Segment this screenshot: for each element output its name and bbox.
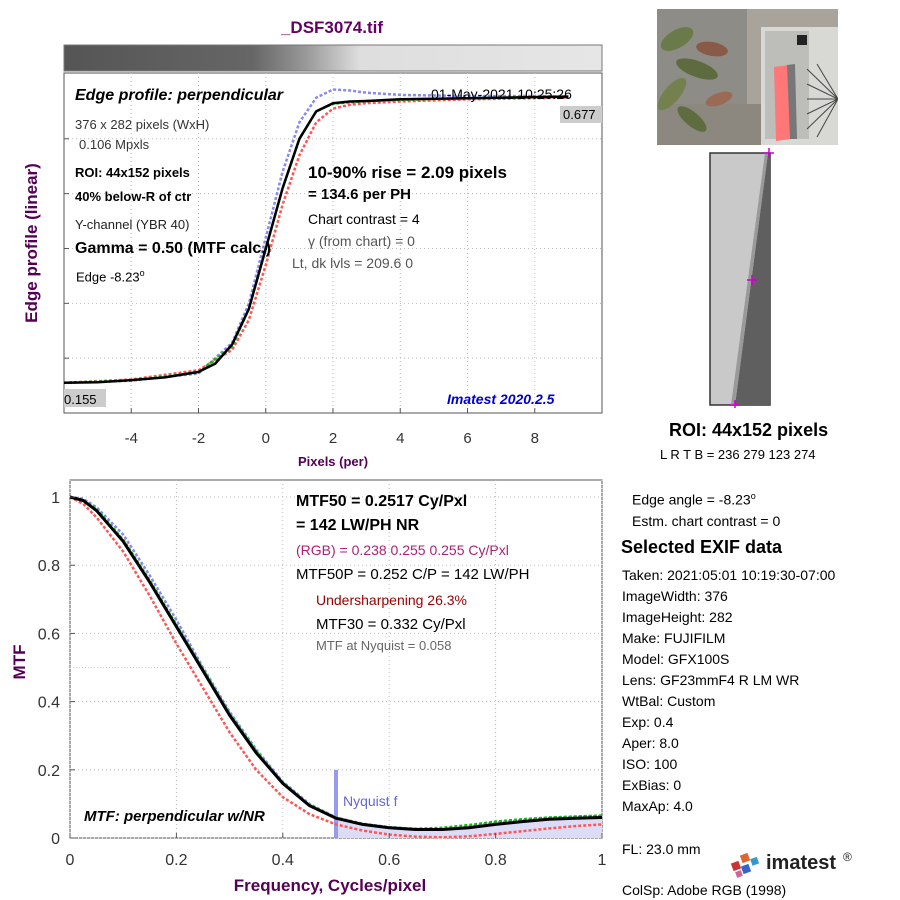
roi-image xyxy=(709,148,774,408)
edge-tick-label: 2 xyxy=(329,430,337,447)
mtf-ylabel: MTF xyxy=(10,644,29,680)
roi-label: ROI: 44x152 pixels xyxy=(669,420,829,440)
edge-mpxls: 0.106 Mpxls xyxy=(79,137,150,152)
undersharpening-text: Undersharpening 26.3% xyxy=(316,592,467,608)
exif-item: WtBal: Custom xyxy=(622,693,716,709)
mtf-ytick-label: 0.2 xyxy=(38,763,60,780)
mtf-xtick-label: 0.4 xyxy=(272,852,294,869)
edge-date: 01-May-2021 10:25:26 xyxy=(431,86,572,102)
mtf-xtick-label: 0 xyxy=(66,852,75,869)
edge-tick-label: -4 xyxy=(125,430,138,447)
edge-tick-label: 8 xyxy=(531,430,539,447)
edge-tick-label: 0 xyxy=(262,430,270,447)
exif-item: ImageWidth: 376 xyxy=(622,588,728,604)
mtf-ytick-label: 0 xyxy=(51,831,60,848)
mtf-xtick-label: 0.6 xyxy=(378,852,400,869)
edge-gamma: Gamma = 0.50 (MTF calc.) xyxy=(75,240,272,257)
exif-item: MaxAp: 4.0 xyxy=(622,798,693,814)
mtf-xtick-label: 1 xyxy=(598,852,607,869)
exif-fl: FL: 23.0 mm xyxy=(622,841,701,857)
mtf-xlabel: Frequency, Cycles/pixel xyxy=(233,876,427,895)
edge-roi: ROI: 44x152 pixels xyxy=(75,165,190,180)
nyquist-mtf-text: MTF at Nyquist = 0.058 xyxy=(316,638,452,653)
imatest-logo-text: imatest xyxy=(766,852,837,874)
mtf-panel-label: MTF: perpendicular w/NR xyxy=(84,808,265,825)
roi-coords: L R T B = 236 279 123 274 xyxy=(660,447,816,462)
edge-angle-label: Edge -8.23o xyxy=(76,268,145,284)
exif-item: Taken: 2021:05:01 10:19:30-07:00 xyxy=(622,567,836,583)
image-thumbnail xyxy=(657,9,838,145)
nyquist-label: Nyquist f xyxy=(343,793,398,809)
exif-item: Lens: GF23mmF4 R LM WR xyxy=(622,672,800,688)
chart-contrast-text: Chart contrast = 4 xyxy=(308,211,420,227)
exif-item: Model: GFX100S xyxy=(622,651,730,667)
exif-colorspace: ColSp: Adobe RGB (1998) xyxy=(622,882,787,898)
nyquist-fill-region xyxy=(336,817,602,838)
left-level-value: 0.155 xyxy=(64,392,97,407)
exif-item: ExBias: 0 xyxy=(622,777,682,793)
star-target xyxy=(806,63,838,138)
mtf50-text: MTF50 = 0.2517 Cy/Pxl xyxy=(296,493,468,510)
lwph-text: = 142 LW/PH NR xyxy=(296,517,420,534)
mtf-ytick-label: 0.6 xyxy=(38,626,60,643)
degree-mark: o xyxy=(139,268,145,278)
edge-tick-label: 6 xyxy=(463,430,471,447)
edge-xlabel: Pixels (per) xyxy=(297,454,369,469)
imatest-logo: imatest ® xyxy=(730,850,860,880)
degree-mark: o xyxy=(750,491,756,501)
exif-item: Make: FUJIFILM xyxy=(622,630,726,646)
edge-series-black xyxy=(63,95,569,385)
edge-channel: Y-channel (YBR 40) xyxy=(75,217,190,232)
edge-size-line: 376 x 282 pixels (WxH) xyxy=(75,117,210,132)
lt-dk-levels-text: Lt, dk lvls = 209.6 0 xyxy=(292,255,414,271)
exif-item: ISO: 100 xyxy=(622,756,678,772)
right-level-value: 0.677 xyxy=(563,107,596,122)
edge-gradient-bar xyxy=(63,44,603,72)
imatest-logo-icon xyxy=(730,852,760,878)
edge-location: 40% below-R of ctr xyxy=(75,189,192,204)
edge-series-red xyxy=(63,96,569,385)
nyquist-marker xyxy=(334,769,338,838)
roi-markers xyxy=(730,148,774,408)
exif-item: Aper: 8.0 xyxy=(622,735,679,751)
file-title: _DSF3074.tif xyxy=(280,18,384,37)
edge-tick-label: 4 xyxy=(396,430,404,447)
per-ph-text: = 134.6 per PH xyxy=(308,186,411,203)
exif-item: ImageHeight: 282 xyxy=(622,609,733,625)
gamma-from-chart-text: γ (from chart) = 0 xyxy=(308,233,415,249)
mtf-xtick-label: 0.8 xyxy=(484,852,506,869)
mtf-ytick-label: 0.4 xyxy=(38,695,60,712)
left-level-box xyxy=(64,389,106,407)
edge-tick-label: -2 xyxy=(192,430,205,447)
rise-text: 10-90% rise = 2.09 pixels xyxy=(308,163,507,182)
exif-title: Selected EXIF data xyxy=(621,537,783,557)
mtf-series-red xyxy=(69,495,603,839)
mtf-chart: 0 0.2 0.4 0.6 0.8 1 0 0.2 0.4 0.6 0.8 1 xyxy=(38,479,607,869)
chart-contrast-info: Estm. chart contrast = 0 xyxy=(632,513,781,529)
right-level-box xyxy=(560,106,602,123)
mtf-series-black xyxy=(69,495,603,831)
plant-leaves xyxy=(657,27,733,132)
edge-angle-info: Edge angle = -8.23o xyxy=(632,491,756,508)
mtf-xtick-label: 0.2 xyxy=(165,852,187,869)
edge-panel-title: Edge profile: perpendicular xyxy=(75,87,284,104)
rgb-mtf50-text: (RGB) = 0.238 0.255 0.255 Cy/Pxl xyxy=(296,542,509,558)
mtf-ytick-label: 0.8 xyxy=(38,558,60,575)
imatest-logo-registered: ® xyxy=(843,850,852,864)
mtf50p-text: MTF50P = 0.252 C/P = 142 LW/PH xyxy=(296,566,530,583)
mtf-ytick-label: 1 xyxy=(51,490,60,507)
exif-item: Exp: 0.4 xyxy=(622,714,674,730)
edge-angle-text: Edge -8.23 xyxy=(76,269,140,285)
edge-profile-chart: -4 -2 0 2 4 6 8 xyxy=(63,44,603,447)
mtf30-text: MTF30 = 0.332 Cy/Pxl xyxy=(316,616,466,633)
edge-angle-info-text: Edge angle = -8.23 xyxy=(632,491,751,508)
version-text: Imatest 2020.2.5 xyxy=(447,391,555,407)
